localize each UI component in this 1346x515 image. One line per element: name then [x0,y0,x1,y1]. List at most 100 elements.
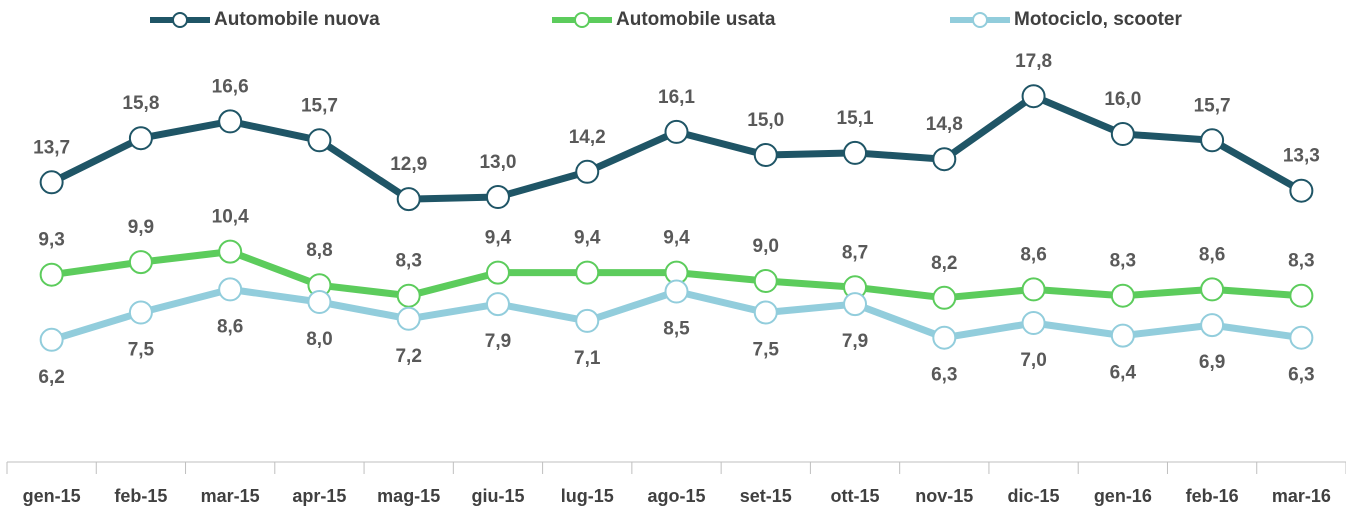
legend-label: Automobile nuova [214,9,380,30]
data-label: 8,7 [842,242,868,263]
data-point [575,159,600,184]
x-tick-label: ago-15 [647,486,705,506]
data-point [753,300,778,325]
x-tick-label: gen-15 [23,486,81,506]
data-label: 9,0 [753,236,779,257]
data-label: 9,3 [38,230,64,251]
x-tick-label: feb-15 [114,486,167,506]
data-label: 8,6 [1020,244,1046,265]
data-point [1021,277,1046,302]
data-point [218,109,243,134]
data-label: 6,2 [38,367,64,388]
data-label: 8,6 [217,316,243,337]
data-label: 13,3 [1283,146,1320,167]
legend-marker [574,12,590,28]
data-label: 7,9 [842,331,868,352]
data-label: 8,2 [931,253,957,274]
x-tick-label: ott-15 [831,486,880,506]
data-label: 13,0 [479,152,516,173]
data-point [396,283,421,308]
x-tick-label: nov-15 [915,486,973,506]
data-label: 16,0 [1104,89,1141,110]
data-label: 9,4 [485,228,512,249]
data-point [843,292,868,317]
data-label: 7,0 [1020,350,1046,371]
data-label: 6,3 [931,365,957,386]
data-label: 8,5 [663,319,690,340]
data-label: 14,8 [926,114,963,135]
data-point [307,128,332,153]
data-point [39,170,64,195]
data-point [1021,311,1046,335]
data-label: 6,3 [1288,365,1314,386]
data-label: 8,6 [1199,244,1225,265]
data-point [39,327,64,352]
data-label: 7,2 [395,346,421,367]
data-point [396,187,421,212]
data-label: 10,4 [212,207,249,228]
data-point [39,262,64,287]
data-point [1200,313,1225,338]
data-label: 8,3 [1288,251,1314,272]
data-label: 15,7 [301,95,338,116]
data-label: 8,3 [395,251,421,272]
data-point [218,239,243,264]
x-tick-label: mar-16 [1272,486,1331,506]
x-tick-label: gen-16 [1094,486,1152,506]
data-point [1289,283,1314,308]
x-tick-label: dic-15 [1008,486,1060,506]
data-point [1200,128,1225,153]
data-point [932,285,957,310]
data-point [218,277,243,302]
series-line [50,92,1304,203]
legend-marker [172,12,188,28]
data-point [575,260,600,285]
data-label: 9,9 [128,217,154,238]
data-point [128,126,153,151]
data-label: 16,6 [212,76,249,97]
data-point [664,279,689,304]
data-label: 9,4 [663,228,690,249]
data-point [932,147,957,172]
data-label: 13,7 [33,137,70,158]
legend-label: Motociclo, scooter [1014,9,1182,30]
data-label: 15,8 [122,93,159,114]
x-tick-label: mag-15 [377,486,440,506]
data-point [1021,84,1046,109]
data-point [932,325,957,350]
data-point [753,269,778,293]
data-point [1110,122,1135,146]
data-label: 7,9 [485,331,511,352]
data-label: 7,5 [128,340,155,361]
data-label: 14,2 [569,127,606,148]
data-point [1200,277,1225,302]
x-tick-label: lug-15 [561,486,614,506]
x-tick-label: set-15 [740,486,792,506]
data-label: 6,4 [1110,363,1137,384]
data-label: 6,9 [1199,352,1225,373]
data-label: 15,7 [1194,95,1231,116]
data-label: 8,8 [306,240,332,261]
data-point [575,308,600,333]
data-point [664,119,689,144]
legend-marker [972,12,988,28]
data-label: 15,1 [837,108,874,129]
data-label: 7,5 [753,340,780,361]
x-tick-label: apr-15 [292,486,346,506]
data-point [307,290,332,314]
data-point [1110,323,1135,348]
data-label: 15,0 [747,110,784,131]
data-point [1289,178,1314,203]
data-label: 16,1 [658,87,695,108]
data-label: 8,0 [306,329,332,350]
data-label: 9,4 [574,228,601,249]
data-point [396,306,421,331]
data-point [843,140,868,165]
data-point [128,300,153,325]
data-point [485,260,510,285]
data-point [1110,283,1135,308]
legend-label: Automobile usata [616,9,776,30]
data-point [485,292,510,317]
data-point [128,250,153,275]
